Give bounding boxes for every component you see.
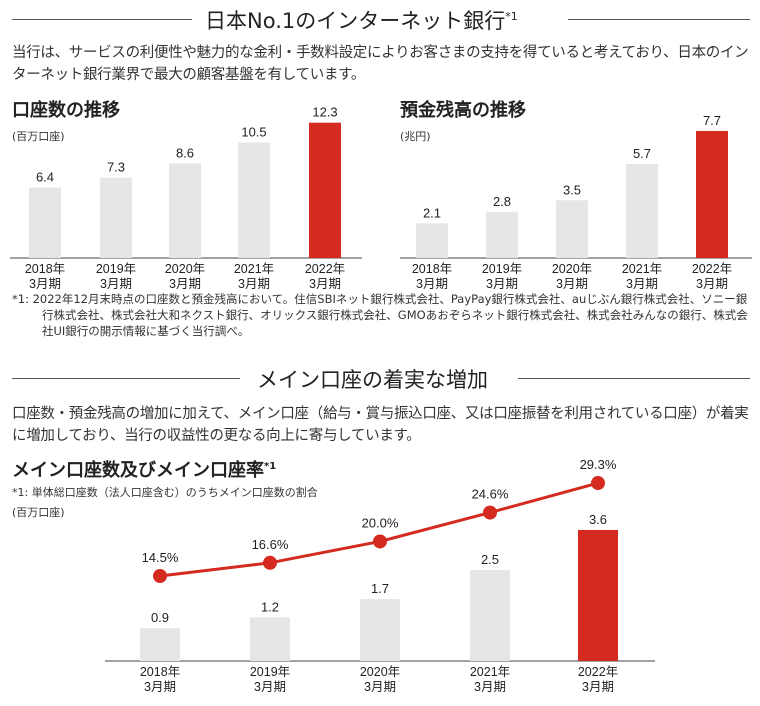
x-tick-label: 2018年 xyxy=(412,262,452,276)
x-tick-label: 2018年 xyxy=(140,665,180,679)
footnote: *1: 2022年12月末時点の口座数と預金残高において。住信SBIネット銀行株… xyxy=(12,292,748,338)
bar-value-label: 0.9 xyxy=(151,610,169,625)
x-tick-label: 3月期 xyxy=(626,277,658,290)
x-tick-label: 2022年 xyxy=(578,665,618,679)
x-tick-label: 3月期 xyxy=(29,277,61,290)
x-tick-label: 2021年 xyxy=(234,262,274,276)
bar xyxy=(238,142,270,258)
bar-value-label: 7.7 xyxy=(703,113,721,128)
footnote-marker: *1 xyxy=(505,10,518,23)
section-title: メイン口座の着実な増加 xyxy=(257,368,488,392)
x-tick-label: 2020年 xyxy=(360,665,400,679)
x-tick-label: 3月期 xyxy=(238,277,270,290)
bar xyxy=(29,187,61,258)
chart-unit: (兆円) xyxy=(400,130,431,143)
bar-value-label: 7.3 xyxy=(107,160,125,175)
bar xyxy=(100,177,132,258)
x-tick-label: 2020年 xyxy=(552,262,592,276)
bar-value-label: 2.8 xyxy=(493,194,511,209)
x-tick-label: 2018年 xyxy=(25,262,65,276)
deposits-bar-chart: 2.12018年3月期2.82019年3月期3.52020年3月期5.72021… xyxy=(400,113,752,290)
rate-label: 29.3% xyxy=(580,457,617,472)
bar-value-label: 3.6 xyxy=(589,512,607,527)
bar-value-label: 5.7 xyxy=(633,146,651,161)
x-tick-label: 2019年 xyxy=(96,262,136,276)
rate-label: 24.6% xyxy=(472,487,509,502)
rate-label: 20.0% xyxy=(362,515,399,530)
bar xyxy=(626,163,658,258)
rate-point xyxy=(153,569,167,583)
footnote-marker: *1 xyxy=(264,461,277,472)
x-tick-label: 3月期 xyxy=(582,680,614,694)
bar xyxy=(169,163,201,258)
section-title-text: 日本No.1のインターネット銀行 xyxy=(205,9,506,33)
x-tick-label: 3月期 xyxy=(254,680,286,694)
bar xyxy=(250,617,290,661)
rate-point xyxy=(483,505,497,520)
bar-value-label: 2.1 xyxy=(423,205,441,220)
x-tick-label: 3月期 xyxy=(169,277,201,290)
bar-value-label: 1.2 xyxy=(261,599,279,614)
rate-label: 16.6% xyxy=(252,537,289,552)
chart-unit: (百万口座) xyxy=(12,506,65,519)
divider xyxy=(518,378,750,379)
x-tick-label: 3月期 xyxy=(100,277,132,290)
chart-footnote: *1: 単体総口座数（法人口座含む）のうちメイン口座数の割合 xyxy=(12,486,318,499)
x-tick-label: 3月期 xyxy=(364,680,396,694)
x-tick-label: 2019年 xyxy=(250,665,290,679)
x-tick-label: 2020年 xyxy=(165,262,205,276)
bar-value-label: 8.6 xyxy=(176,145,194,160)
x-tick-label: 2021年 xyxy=(622,262,662,276)
bar xyxy=(578,529,618,661)
bar xyxy=(556,200,588,258)
bar xyxy=(360,599,400,661)
divider xyxy=(12,378,240,379)
x-tick-label: 3月期 xyxy=(696,277,728,290)
divider xyxy=(568,19,750,20)
bar xyxy=(470,570,510,661)
x-tick-label: 2022年 xyxy=(305,262,345,276)
accounts-bar-chart: 6.42018年3月期7.32019年3月期8.62020年3月期10.5202… xyxy=(10,105,362,290)
intro-paragraph: 当行は、サービスの利便性や魅力的な金利・手数料設定によりお客さまの支持を得ている… xyxy=(12,45,749,83)
x-tick-label: 2019年 xyxy=(482,262,522,276)
bar xyxy=(486,211,518,258)
x-tick-label: 3月期 xyxy=(144,680,176,694)
x-tick-label: 2022年 xyxy=(692,262,732,276)
x-tick-label: 3月期 xyxy=(486,277,518,290)
x-tick-label: 3月期 xyxy=(474,680,506,694)
section-title: 日本No.1のインターネット銀行*1 xyxy=(205,5,518,35)
rate-point xyxy=(263,555,277,570)
bar-value-label: 1.7 xyxy=(371,581,389,596)
bar-value-label: 12.3 xyxy=(312,105,337,120)
chart-unit: (百万口座) xyxy=(12,130,65,143)
divider xyxy=(12,19,192,20)
bar-value-label: 3.5 xyxy=(563,182,581,197)
chart-title-text: メイン口座数及びメイン口座率 xyxy=(12,460,264,481)
x-tick-label: 3月期 xyxy=(309,277,341,290)
rate-label: 14.5% xyxy=(142,550,179,565)
bar-value-label: 2.5 xyxy=(481,552,499,567)
x-tick-label: 3月期 xyxy=(556,277,588,290)
bar xyxy=(140,628,180,661)
chart-title: メイン口座数及びメイン口座率*1 xyxy=(12,456,276,482)
x-tick-label: 3月期 xyxy=(416,277,448,290)
main-accounts-combo-chart: 0.92018年3月期1.22019年3月期1.72020年3月期2.52021… xyxy=(105,457,655,694)
rate-point xyxy=(591,476,605,491)
bar xyxy=(416,223,448,258)
chart-title: 預金残高の推移 xyxy=(400,100,526,121)
bar xyxy=(696,130,728,258)
section-paragraph: 口座数・預金残高の増加に加えて、メイン口座（給与・賞与振込口座、又は口座振替を利… xyxy=(12,406,749,444)
x-tick-label: 2021年 xyxy=(470,665,510,679)
bar-value-label: 10.5 xyxy=(241,125,266,140)
chart-title: 口座数の推移 xyxy=(12,100,120,121)
bar xyxy=(309,122,341,258)
bar-value-label: 6.4 xyxy=(36,170,54,185)
rate-point xyxy=(373,534,387,549)
